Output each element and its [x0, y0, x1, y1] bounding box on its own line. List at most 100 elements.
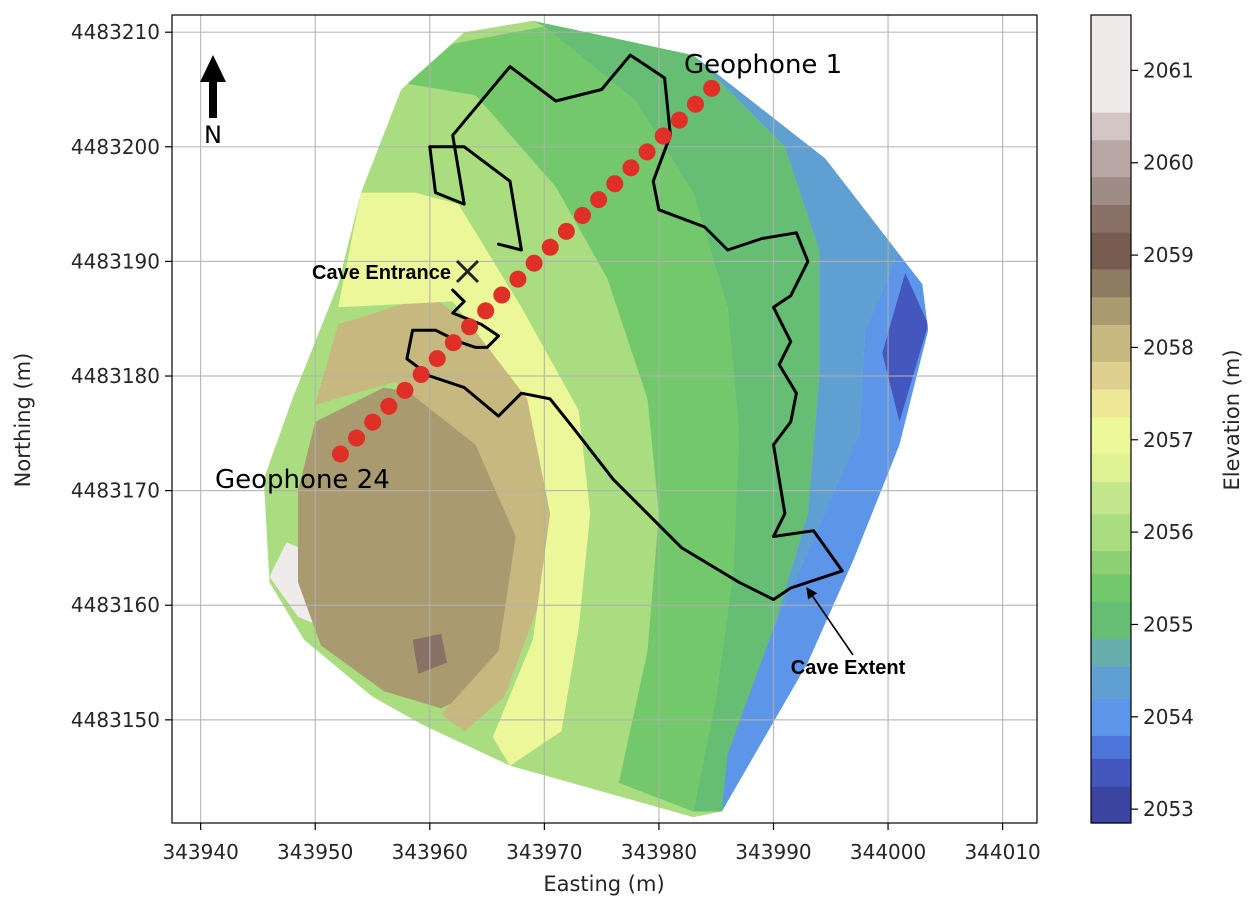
colorbar-tick-label: 2058 — [1143, 335, 1194, 359]
colorbar-level-21 — [1091, 139, 1131, 178]
colorbar-level-22 — [1091, 111, 1131, 141]
elevation-band-6 — [372, 89, 659, 783]
geophone-19 — [412, 365, 430, 383]
colorbar-tick-label: 2055 — [1143, 612, 1194, 636]
colorbar-level-5 — [1091, 638, 1131, 667]
plot-frame — [171, 14, 1038, 824]
x-tick-label: 343990 — [735, 840, 811, 864]
geophone-6 — [622, 159, 640, 177]
colorbar-level-1 — [1091, 758, 1131, 787]
geophone-10 — [557, 222, 575, 240]
cave-entrance-marker — [455, 259, 480, 284]
geophone-24-label: Geophone 24 — [215, 465, 390, 495]
y-tick-label: 4483190 — [71, 249, 160, 273]
elevation-band-5 — [338, 192, 591, 766]
geophone-line — [331, 79, 721, 463]
x-axis-label: Easting (m) — [543, 872, 664, 896]
colorbar-tick-label: 2053 — [1143, 797, 1194, 821]
geophone-8 — [590, 191, 608, 209]
colorbar-level-0 — [1091, 786, 1131, 824]
colorbar-level-9 — [1091, 513, 1131, 552]
elevation-band-9 — [693, 55, 900, 812]
geophone-3 — [670, 111, 688, 129]
geophone-17 — [444, 334, 462, 352]
geophone-22 — [364, 413, 382, 431]
colorbar-label: Elevation (m) — [1220, 349, 1244, 490]
geophone-13 — [509, 270, 527, 288]
geophone-20 — [396, 381, 414, 399]
x-tick-label: 343970 — [506, 840, 582, 864]
geophone-18 — [428, 350, 446, 368]
colorbar-ticks: 2053 2054 2055 2056 2057 2058 2059 2060 2061 — [1131, 58, 1194, 821]
colorbar-level-10 — [1091, 481, 1131, 515]
y-tick-label: 4483180 — [71, 364, 160, 388]
colorbar — [1091, 15, 1131, 824]
geophone-1-label: Geophone 1 — [684, 50, 842, 80]
cave-outline — [405, 53, 844, 601]
colorbar-tick-label: 2061 — [1143, 58, 1194, 82]
geophone-23 — [348, 429, 366, 447]
geophone-9 — [574, 207, 592, 225]
y-axis-label: Northing (m) — [11, 353, 35, 488]
colorbar-level-16 — [1091, 296, 1131, 325]
x-ticks: 343940 343950 343960 343970 343980 343990 3440… — [162, 823, 1041, 864]
geophone-1 — [703, 79, 721, 97]
colorbar-tick-label: 2054 — [1143, 705, 1194, 729]
colorbar-level-19 — [1091, 204, 1131, 233]
colorbar-level-14 — [1091, 361, 1131, 390]
colorbar-level-20 — [1091, 176, 1131, 205]
colorbar-tick-label: 2060 — [1143, 151, 1194, 175]
x-tick-label: 343960 — [392, 840, 468, 864]
geophone-5 — [638, 143, 656, 161]
colorbar-level-6 — [1091, 601, 1131, 639]
geophone-14 — [493, 286, 511, 304]
colorbar-level-18 — [1091, 232, 1131, 270]
geophone-7 — [606, 175, 624, 193]
colorbar-tick-label: 2057 — [1143, 428, 1194, 452]
geophone-15 — [477, 302, 495, 320]
north-label: N — [204, 121, 222, 149]
colorbar-level-23 — [1091, 15, 1131, 113]
x-tick-label: 343980 — [621, 840, 697, 864]
colorbar-level-12 — [1091, 416, 1131, 455]
y-tick-label: 4483170 — [71, 479, 160, 503]
colorbar-level-7 — [1091, 573, 1131, 602]
colorbar-level-13 — [1091, 388, 1131, 418]
geophone-24 — [331, 445, 349, 463]
colorbar-level-11 — [1091, 453, 1131, 482]
colorbar-level-17 — [1091, 268, 1131, 298]
colorbar-level-15 — [1091, 324, 1131, 362]
cave-entrance-label: Cave Entrance — [312, 262, 451, 284]
elevation-band-4 — [315, 295, 556, 732]
colorbar-tick-label: 2056 — [1143, 520, 1194, 544]
x-tick-label: 343950 — [277, 840, 353, 864]
cave-extent-arrow — [806, 587, 854, 656]
colorbar-tick-label: 2059 — [1143, 243, 1194, 267]
geophone-12 — [525, 254, 543, 272]
colorbar-level-4 — [1091, 666, 1131, 699]
geophone-2 — [686, 95, 704, 113]
elevation-band-7 — [406, 26, 740, 812]
north-arrow-icon — [200, 55, 226, 118]
geophone-21 — [380, 397, 398, 415]
geophone-16 — [461, 318, 479, 336]
cave-extent-label: Cave Extent — [791, 657, 906, 679]
north-arrow: N — [200, 55, 226, 149]
elevation-band-3 — [298, 387, 528, 709]
elevation-band-8 — [532, 20, 820, 812]
colorbar-level-3 — [1091, 698, 1131, 736]
geophone-11 — [541, 238, 559, 256]
colorbar-frame — [1090, 14, 1132, 824]
grid — [172, 15, 1037, 823]
geophone-4 — [654, 127, 672, 145]
elevation-band-11 — [882, 272, 929, 422]
x-tick-label: 344000 — [850, 840, 926, 864]
y-tick-label: 4483150 — [71, 708, 160, 732]
colorbar-level-2 — [1091, 735, 1131, 759]
y-tick-label: 4483200 — [71, 135, 160, 159]
y-tick-label: 4483210 — [71, 20, 160, 44]
y-ticks: 4483150 4483160 4483170 4483180 4483190 44832… — [71, 20, 172, 732]
x-tick-label: 344010 — [964, 840, 1040, 864]
x-tick-label: 343940 — [162, 840, 238, 864]
